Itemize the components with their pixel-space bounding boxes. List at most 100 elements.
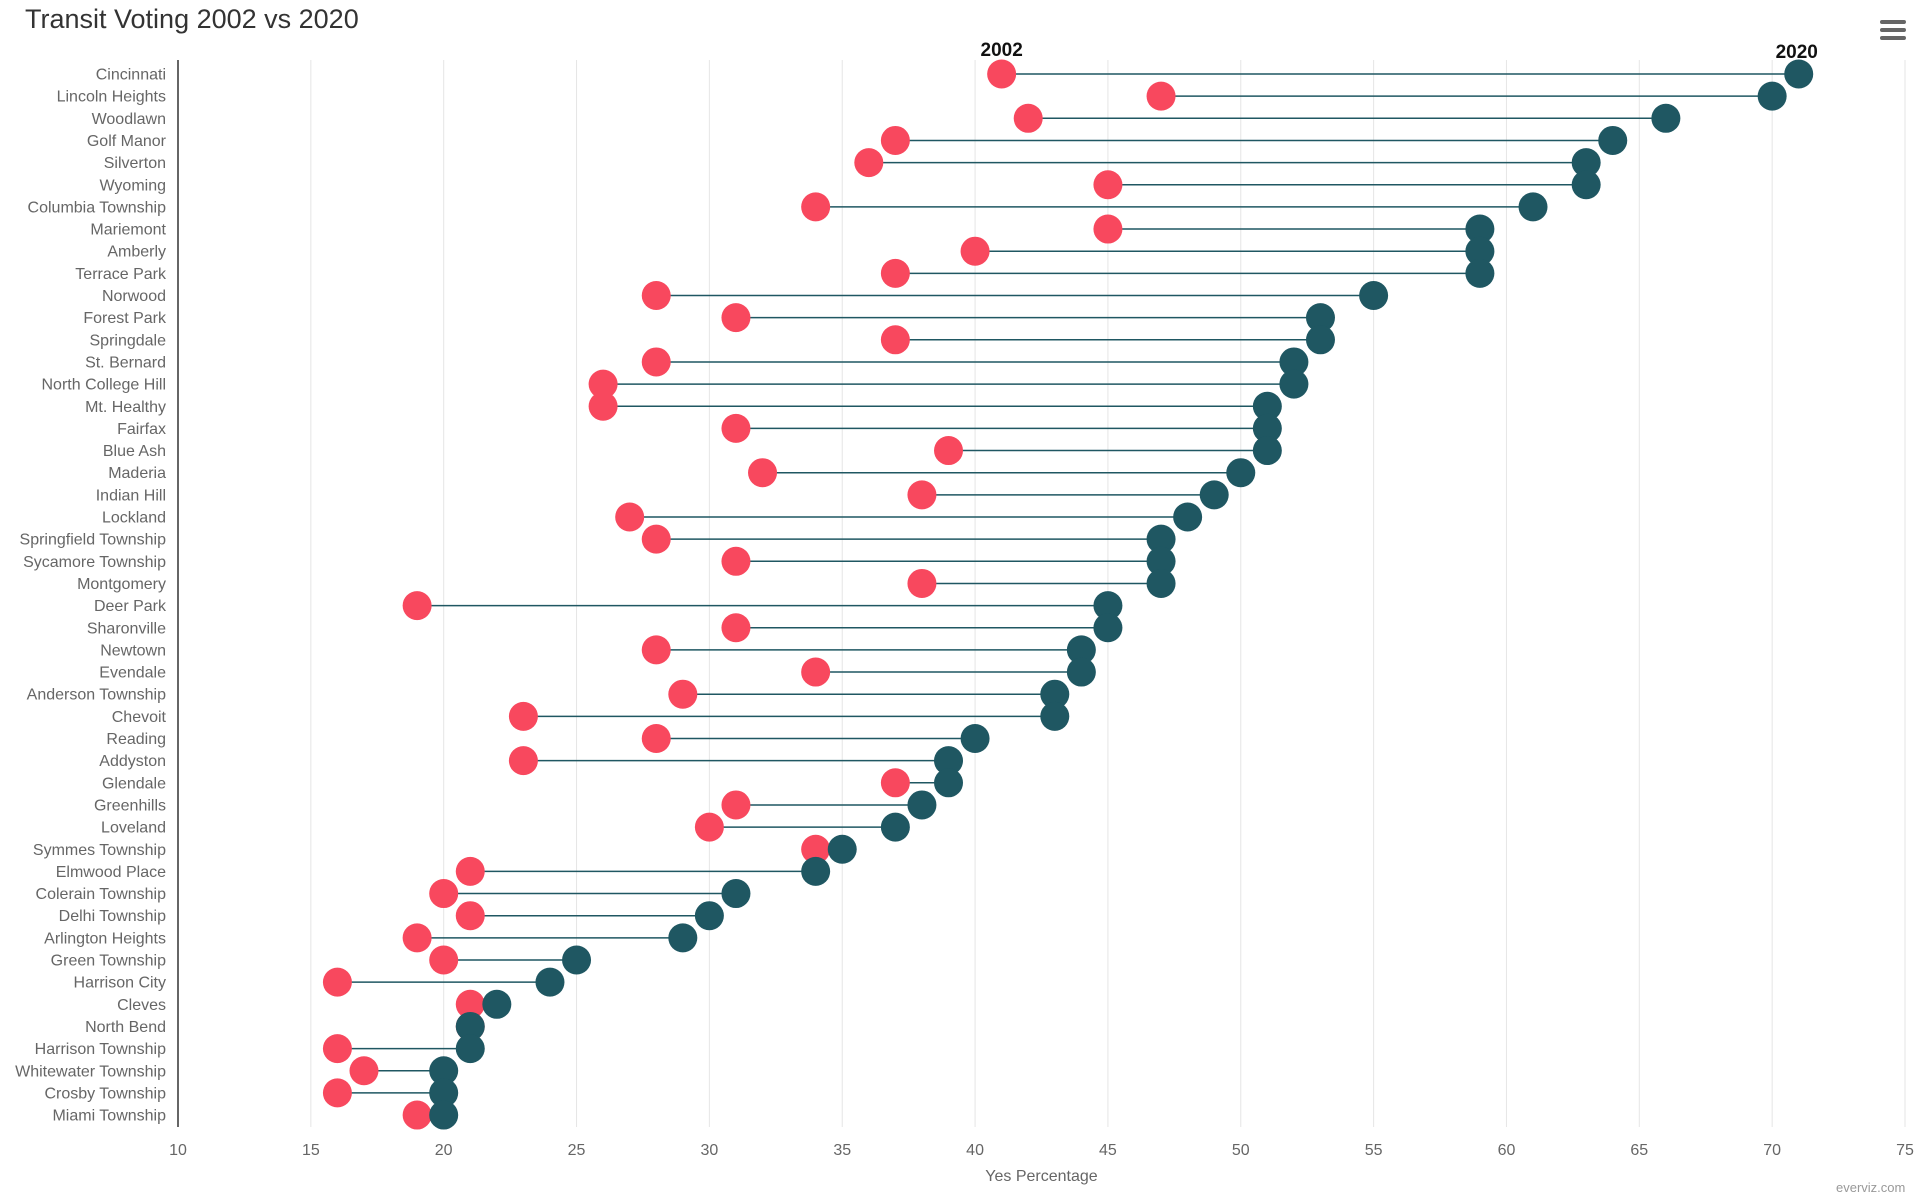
- export-menu-button[interactable]: [1880, 18, 1908, 42]
- point-2002[interactable]: [880, 768, 910, 798]
- point-2002[interactable]: [960, 236, 990, 266]
- point-2020[interactable]: [1465, 214, 1495, 244]
- point-2002[interactable]: [641, 281, 671, 310]
- point-2002[interactable]: [721, 546, 751, 576]
- point-2002[interactable]: [508, 701, 538, 731]
- point-2020[interactable]: [801, 856, 831, 886]
- point-2020[interactable]: [455, 1034, 485, 1064]
- point-2002[interactable]: [588, 369, 618, 399]
- point-2002[interactable]: [934, 436, 964, 466]
- point-2002[interactable]: [322, 967, 352, 997]
- point-2020[interactable]: [1305, 325, 1335, 355]
- point-2020[interactable]: [482, 989, 512, 1019]
- point-2002[interactable]: [1146, 81, 1176, 111]
- point-2020[interactable]: [827, 834, 857, 864]
- point-2002[interactable]: [748, 458, 778, 488]
- point-2020[interactable]: [1146, 524, 1176, 554]
- point-2020[interactable]: [960, 724, 990, 753]
- point-2002[interactable]: [1093, 170, 1123, 200]
- point-2002[interactable]: [880, 125, 910, 155]
- point-2020[interactable]: [429, 1056, 459, 1086]
- point-2020[interactable]: [1757, 81, 1787, 111]
- point-2002[interactable]: [801, 657, 831, 687]
- point-2002[interactable]: [455, 989, 485, 1019]
- point-2020[interactable]: [721, 879, 751, 909]
- point-2020[interactable]: [1465, 236, 1495, 266]
- point-2002[interactable]: [854, 148, 884, 178]
- point-2020[interactable]: [1066, 657, 1096, 687]
- point-2020[interactable]: [1146, 568, 1176, 598]
- point-2020[interactable]: [1598, 125, 1628, 155]
- point-2020[interactable]: [562, 945, 592, 975]
- point-2002[interactable]: [455, 901, 485, 931]
- point-2002[interactable]: [402, 591, 432, 621]
- point-2002[interactable]: [402, 1100, 432, 1130]
- point-2002[interactable]: [508, 746, 538, 776]
- point-2002[interactable]: [349, 1056, 379, 1086]
- point-2002[interactable]: [429, 945, 459, 975]
- point-2002[interactable]: [721, 613, 751, 643]
- point-2020[interactable]: [1571, 148, 1601, 178]
- point-2020[interactable]: [668, 923, 698, 953]
- point-2002[interactable]: [907, 568, 937, 598]
- point-2020[interactable]: [1040, 679, 1070, 709]
- point-2002[interactable]: [721, 303, 751, 333]
- point-2020[interactable]: [1093, 591, 1123, 621]
- point-2020[interactable]: [1252, 391, 1282, 421]
- point-2002[interactable]: [694, 812, 724, 842]
- point-2002[interactable]: [1013, 103, 1043, 133]
- point-2020[interactable]: [1040, 701, 1070, 731]
- point-2020[interactable]: [1279, 369, 1309, 399]
- point-2002[interactable]: [721, 413, 751, 443]
- point-2020[interactable]: [535, 967, 565, 997]
- point-2002[interactable]: [615, 502, 645, 532]
- point-2020[interactable]: [1279, 347, 1309, 377]
- category-label: Elmwood Place: [56, 864, 166, 881]
- point-2002[interactable]: [801, 192, 831, 222]
- point-2002[interactable]: [668, 679, 698, 709]
- point-2002[interactable]: [402, 923, 432, 953]
- point-2002[interactable]: [455, 856, 485, 886]
- point-2020[interactable]: [1093, 613, 1123, 643]
- point-2002[interactable]: [880, 258, 910, 288]
- point-2020[interactable]: [1651, 103, 1681, 133]
- point-2002[interactable]: [880, 325, 910, 355]
- category-label: Blue Ash: [103, 443, 166, 460]
- point-2002[interactable]: [641, 347, 671, 377]
- point-2020[interactable]: [455, 1011, 485, 1041]
- point-2002[interactable]: [322, 1078, 352, 1108]
- point-2020[interactable]: [907, 790, 937, 820]
- point-2020[interactable]: [1146, 546, 1176, 576]
- point-2020[interactable]: [1173, 502, 1203, 532]
- point-2002[interactable]: [641, 724, 671, 753]
- point-2020[interactable]: [429, 1100, 459, 1130]
- point-2002[interactable]: [322, 1034, 352, 1064]
- point-2002[interactable]: [1093, 214, 1123, 244]
- point-2002[interactable]: [987, 59, 1017, 89]
- point-2020[interactable]: [1465, 258, 1495, 288]
- point-2020[interactable]: [1226, 458, 1256, 488]
- point-2002[interactable]: [588, 391, 618, 421]
- point-2020[interactable]: [429, 1078, 459, 1108]
- point-2020[interactable]: [1252, 413, 1282, 443]
- point-2020[interactable]: [1571, 170, 1601, 200]
- point-2002[interactable]: [801, 834, 831, 864]
- point-2002[interactable]: [641, 635, 671, 665]
- point-2020[interactable]: [1252, 436, 1282, 466]
- point-2020[interactable]: [1359, 281, 1389, 310]
- point-2020[interactable]: [1199, 480, 1229, 510]
- point-2002[interactable]: [429, 879, 459, 909]
- point-2020[interactable]: [934, 768, 964, 798]
- point-2002[interactable]: [641, 524, 671, 554]
- credits-link[interactable]: everviz.com: [1836, 1180, 1906, 1195]
- point-2020[interactable]: [1305, 303, 1335, 333]
- category-label: Cleves: [117, 997, 166, 1014]
- point-2020[interactable]: [1784, 59, 1814, 89]
- point-2020[interactable]: [880, 812, 910, 842]
- point-2002[interactable]: [907, 480, 937, 510]
- point-2002[interactable]: [721, 790, 751, 820]
- point-2020[interactable]: [694, 901, 724, 931]
- point-2020[interactable]: [1066, 635, 1096, 665]
- point-2020[interactable]: [934, 746, 964, 776]
- point-2020[interactable]: [1518, 192, 1548, 222]
